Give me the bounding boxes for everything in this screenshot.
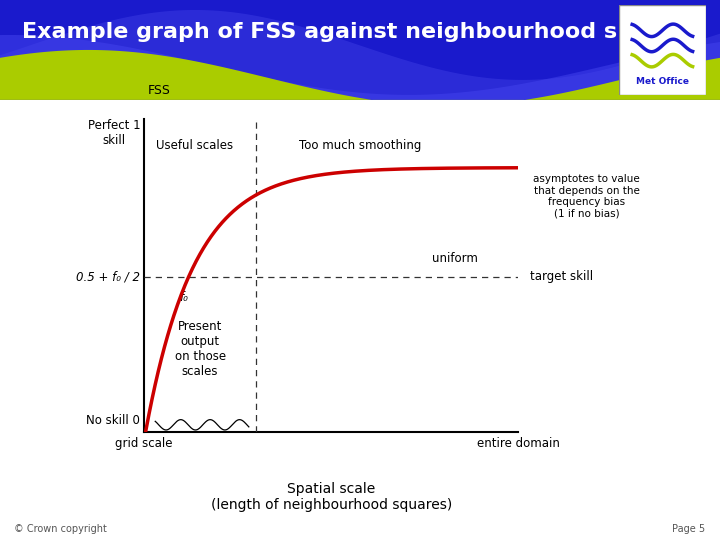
Text: Perfect 1
skill: Perfect 1 skill bbox=[88, 119, 140, 147]
Text: © Crown copyright: © Crown copyright bbox=[14, 523, 107, 534]
Text: target skill: target skill bbox=[530, 271, 593, 284]
Polygon shape bbox=[0, 50, 720, 106]
Text: Too much smoothing: Too much smoothing bbox=[300, 139, 422, 152]
Text: f₀: f₀ bbox=[179, 291, 189, 304]
Text: Spatial scale
(length of neighbourhood squares): Spatial scale (length of neighbourhood s… bbox=[210, 482, 452, 512]
Text: uniform: uniform bbox=[432, 252, 477, 265]
Text: entire domain: entire domain bbox=[477, 437, 560, 450]
Text: asymptotes to value
that depends on the
frequency bias
(1 if no bias): asymptotes to value that depends on the … bbox=[534, 174, 640, 219]
Text: Useful scales: Useful scales bbox=[156, 139, 233, 152]
Polygon shape bbox=[0, 35, 720, 100]
Text: Met Office: Met Office bbox=[636, 77, 689, 86]
Polygon shape bbox=[0, 10, 720, 100]
Text: Present
output
on those
scales: Present output on those scales bbox=[174, 320, 226, 377]
Text: 0.5 + f₀ / 2: 0.5 + f₀ / 2 bbox=[76, 271, 140, 284]
Text: grid scale: grid scale bbox=[115, 437, 173, 450]
Text: No skill 0: No skill 0 bbox=[86, 414, 140, 427]
Text: Example graph of FSS against neighbourhood size: Example graph of FSS against neighbourho… bbox=[22, 22, 652, 42]
Text: Page 5: Page 5 bbox=[672, 523, 706, 534]
Text: FSS: FSS bbox=[148, 84, 171, 97]
